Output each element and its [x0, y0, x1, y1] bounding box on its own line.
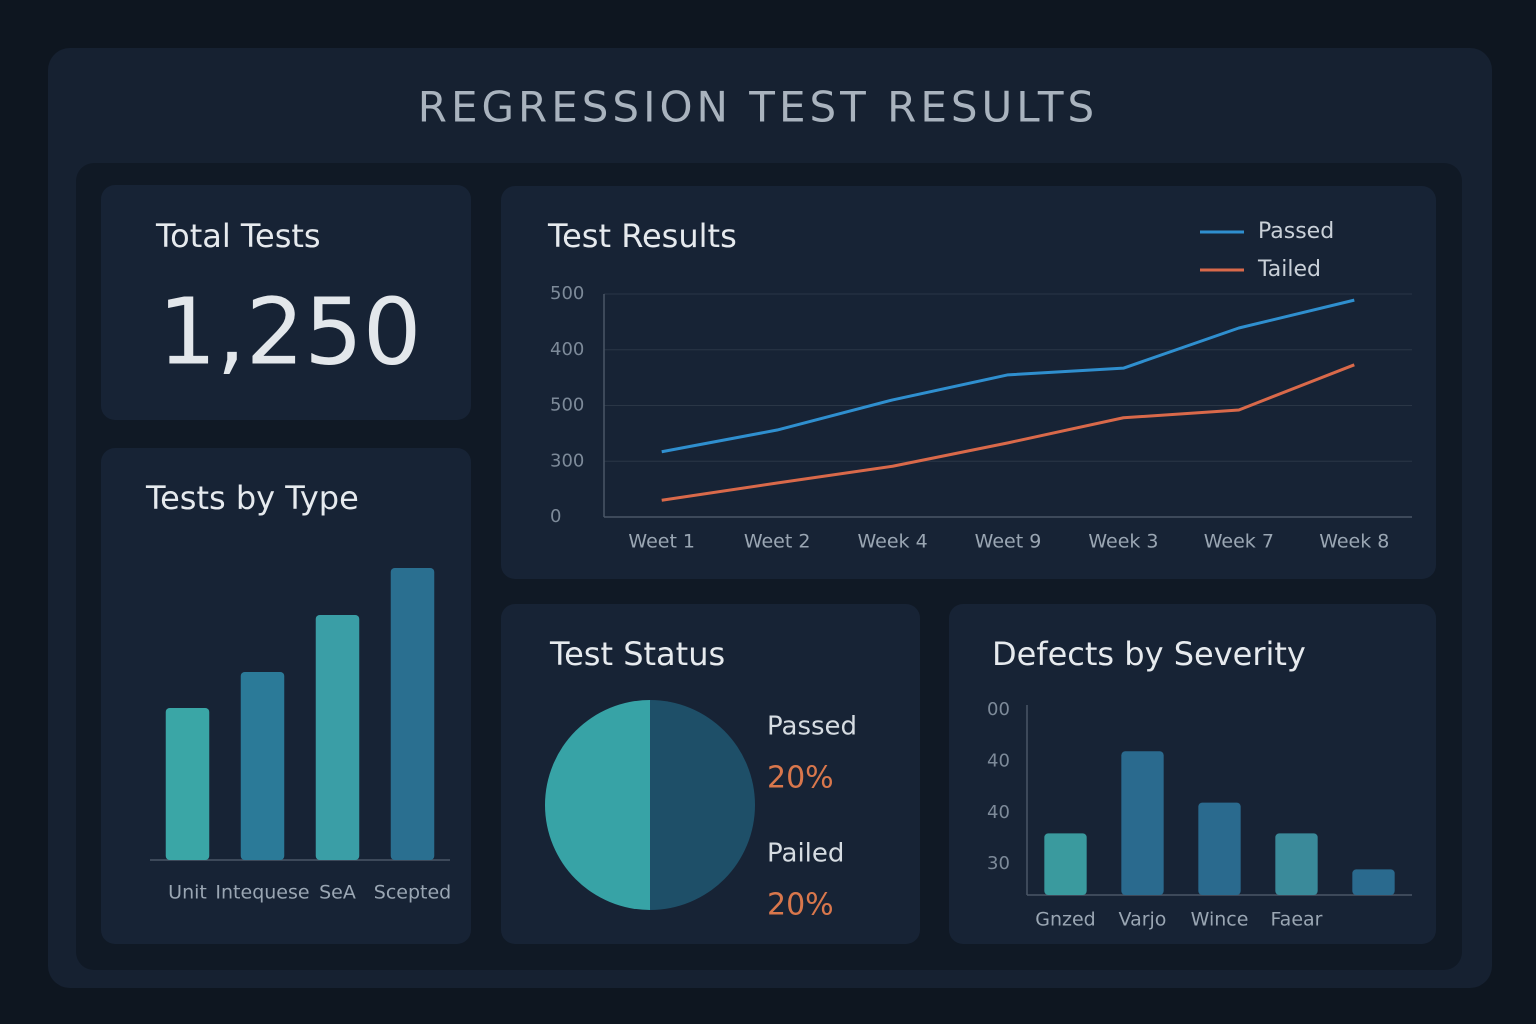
x-tick-label: Week 8 [1319, 531, 1389, 553]
bar [315, 615, 360, 860]
x-tick-label: Weet 9 [975, 531, 1042, 553]
y-tick-label: 400 [550, 339, 584, 360]
pie-label: Passed [767, 712, 857, 742]
x-tick-label: Faear [1271, 909, 1323, 931]
pie-slice [545, 700, 650, 910]
x-tick-label: Varjo [1119, 909, 1167, 931]
y-tick-label: 0 [550, 506, 561, 527]
bar [240, 672, 285, 860]
kpi-label: Total Tests [155, 217, 321, 255]
y-tick-label: 500 [550, 283, 584, 304]
bar [1275, 833, 1318, 895]
y-tick-label: 500 [550, 395, 584, 416]
bar [1044, 833, 1087, 895]
x-tick-label: Week 3 [1088, 531, 1158, 553]
x-tick-label: Gnzed [1035, 909, 1096, 931]
y-tick-label: 40 [987, 802, 1010, 823]
x-tick-label: Scepted [374, 882, 451, 904]
legend-label: Passed [1258, 219, 1334, 244]
series-line [661, 363, 1355, 502]
legend-label: Tailed [1257, 257, 1321, 282]
x-tick-label: Unit [168, 882, 207, 904]
chart-title: Test Results [547, 217, 737, 255]
x-tick-label: Week 7 [1204, 531, 1274, 553]
chart-title: Defects by Severity [992, 635, 1306, 673]
chart-title: Tests by Type [145, 479, 359, 517]
y-tick-label: 30 [987, 853, 1010, 874]
x-tick-label: Intequese [215, 882, 309, 904]
bar [390, 568, 435, 860]
bar [165, 708, 210, 860]
x-tick-label: Weet 1 [628, 531, 695, 553]
bar [1198, 802, 1241, 895]
x-tick-label: Weet 2 [744, 531, 811, 553]
pie-value-label: 20% [767, 888, 834, 923]
kpi-card [101, 185, 471, 420]
kpi-value: 1,250 [158, 278, 421, 385]
pie-value-label: 20% [767, 761, 834, 796]
x-tick-label: Week 4 [857, 531, 927, 553]
pie-slice [650, 700, 755, 910]
y-tick-label: 300 [550, 450, 584, 471]
page-title: REGRESSION TEST RESULTS [418, 83, 1098, 132]
y-tick-label: 40 [987, 750, 1010, 771]
bar [1352, 869, 1395, 895]
x-tick-label: SeA [319, 882, 356, 904]
pie-label: Pailed [767, 839, 844, 869]
y-tick-label: 00 [987, 699, 1010, 720]
series-line [661, 298, 1355, 454]
chart-title: Test Status [549, 635, 725, 673]
x-tick-label: Wince [1191, 909, 1249, 931]
bar [1121, 751, 1164, 895]
